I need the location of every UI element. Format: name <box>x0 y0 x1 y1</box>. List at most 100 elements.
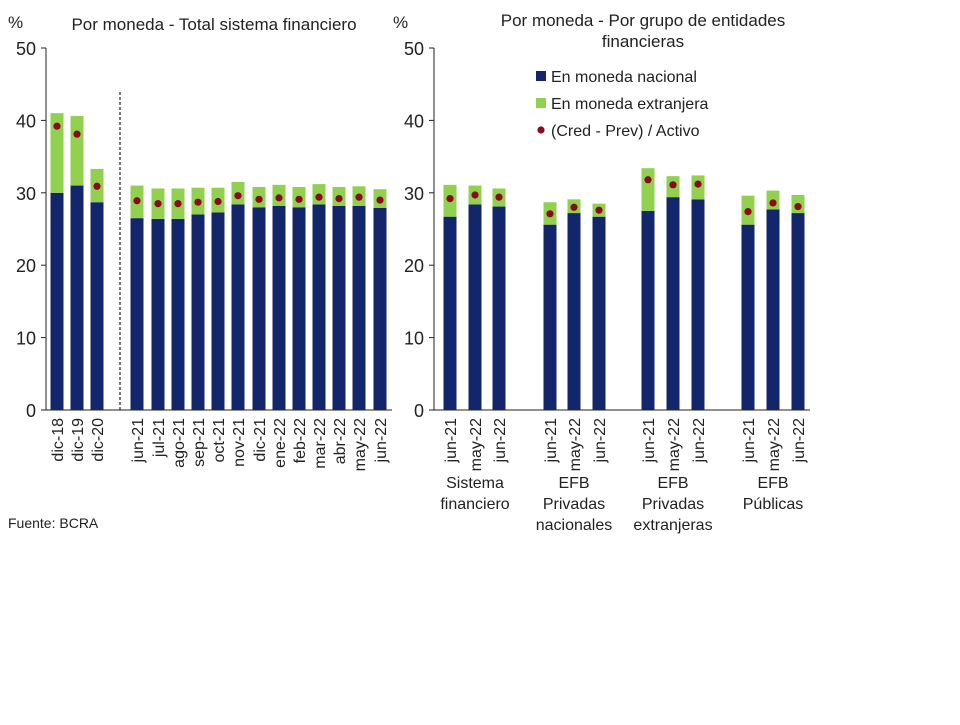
y-tick-label: 50 <box>16 39 36 59</box>
group-label: EFB <box>657 475 688 492</box>
x-tick-label: may-22 <box>766 418 783 471</box>
point-cred-prev-activo <box>174 200 182 208</box>
y-tick-label: 0 <box>26 401 36 421</box>
group-label: Públicas <box>743 496 803 513</box>
chart-title-line: financieras <box>602 32 684 51</box>
point-cred-prev-activo <box>744 208 752 216</box>
group-label: Privadas <box>543 496 605 513</box>
point-cred-prev-activo <box>376 196 384 204</box>
chart-title: Por moneda - Total sistema financiero <box>71 15 356 34</box>
point-cred-prev-activo <box>154 200 162 208</box>
y-tick-label: 20 <box>16 256 36 276</box>
bar-moneda-nacional <box>468 204 482 410</box>
x-tick-label: may-22 <box>666 418 683 471</box>
point-cred-prev-activo <box>73 130 81 138</box>
x-tick-label: dic-19 <box>70 418 87 462</box>
y-tick-label: 0 <box>414 401 424 421</box>
bar-moneda-nacional <box>567 213 581 410</box>
legend-item-moneda-nacional: En moneda nacional <box>551 69 697 86</box>
left-panel: 0 10 20 30 40 50% Por moneda - Total sistema f… <box>8 13 392 471</box>
y-tick-label: 50 <box>404 39 424 59</box>
bar-moneda-extranjera <box>50 113 64 193</box>
chart-title-line: Por moneda - Por grupo de entidades <box>501 11 785 30</box>
bar-moneda-nacional <box>70 185 84 410</box>
y-axis-unit: % <box>393 13 408 32</box>
bar-moneda-nacional <box>211 212 225 410</box>
group-label: extranjeras <box>633 517 712 534</box>
point-cred-prev-activo <box>133 197 141 205</box>
group-label: financiero <box>440 496 509 513</box>
group-label: Sistema <box>446 475 504 492</box>
y-tick-label: 30 <box>16 184 36 204</box>
x-tick-label: oct-21 <box>211 418 228 463</box>
bar-moneda-nacional <box>492 206 506 410</box>
legend-item-moneda-extranjera-swatch <box>536 98 546 108</box>
x-tick-label: jun-21 <box>130 418 147 464</box>
x-tick-label: jun-21 <box>741 418 758 464</box>
right-panel: 0 10 20 30 40 50% Por moneda - Por grupo de en… <box>393 11 810 534</box>
point-cred-prev-activo <box>275 194 283 202</box>
x-tick-label: jun-21 <box>641 418 658 464</box>
point-cred-prev-activo <box>769 199 777 207</box>
bar-moneda-nacional <box>90 202 104 410</box>
point-cred-prev-activo <box>355 193 363 201</box>
point-cred-prev-activo <box>335 194 343 203</box>
x-tick-label: jun-22 <box>492 418 509 464</box>
bar-moneda-extranjera <box>641 168 655 211</box>
point-cred-prev-activo <box>93 182 101 190</box>
y-tick-label: 30 <box>404 184 424 204</box>
legend-item-cred-prev-activo: (Cred - Prev) / Activo <box>551 123 700 140</box>
bar-moneda-nacional <box>151 218 165 410</box>
bar-moneda-nacional <box>252 207 266 410</box>
x-tick-label: jun-21 <box>443 418 460 464</box>
bar-moneda-nacional <box>543 224 557 410</box>
bar-moneda-nacional <box>191 214 205 410</box>
bar-moneda-nacional <box>741 224 755 410</box>
bar-moneda-nacional <box>592 216 606 410</box>
y-tick-label: 40 <box>16 111 36 131</box>
x-tick-label: jun-22 <box>592 418 609 464</box>
point-cred-prev-activo <box>570 203 578 211</box>
legend-item-cred-prev-activo-swatch <box>537 126 545 134</box>
point-cred-prev-activo <box>669 181 677 189</box>
bar-moneda-nacional <box>272 205 286 410</box>
point-cred-prev-activo <box>255 195 263 203</box>
bar-moneda-nacional <box>443 216 457 410</box>
legend-item-moneda-nacional-swatch <box>536 71 546 81</box>
y-axis-unit: % <box>8 13 23 32</box>
point-cred-prev-activo <box>315 193 323 201</box>
bar-moneda-nacional <box>312 204 326 410</box>
x-tick-label: may-22 <box>468 418 485 471</box>
x-tick-label: may-22 <box>567 418 584 471</box>
x-tick-label: mar-22 <box>312 418 329 469</box>
bar-moneda-nacional <box>292 207 306 410</box>
x-tick-label: jul-21 <box>151 418 168 458</box>
group-label: nacionales <box>536 517 613 534</box>
bar-moneda-nacional <box>50 192 64 410</box>
source-note: Fuente: BCRA <box>8 515 99 531</box>
group-label: Privadas <box>642 496 704 513</box>
x-tick-label: ago-21 <box>171 418 188 468</box>
point-cred-prev-activo <box>495 193 503 201</box>
point-cred-prev-activo <box>546 210 554 218</box>
bar-moneda-extranjera <box>70 116 84 186</box>
point-cred-prev-activo <box>595 206 603 214</box>
bar-moneda-nacional <box>332 205 346 410</box>
point-cred-prev-activo <box>694 180 702 188</box>
x-tick-label: ene-22 <box>272 418 289 468</box>
point-cred-prev-activo <box>53 122 61 130</box>
legend-item-moneda-extranjera: En moneda extranjera <box>551 96 709 113</box>
bar-moneda-nacional <box>373 208 387 410</box>
point-cred-prev-activo <box>295 195 303 203</box>
x-tick-label: dic-21 <box>252 418 269 462</box>
x-tick-label: sep-21 <box>191 418 208 467</box>
x-tick-label: jun-21 <box>543 418 560 464</box>
x-tick-label: dic-18 <box>50 418 67 462</box>
bar-moneda-nacional <box>352 205 366 410</box>
x-tick-label: jun-22 <box>791 418 808 464</box>
y-tick-label: 40 <box>404 111 424 131</box>
point-cred-prev-activo <box>234 192 242 200</box>
bar-moneda-nacional <box>130 218 144 410</box>
point-cred-prev-activo <box>194 198 202 206</box>
